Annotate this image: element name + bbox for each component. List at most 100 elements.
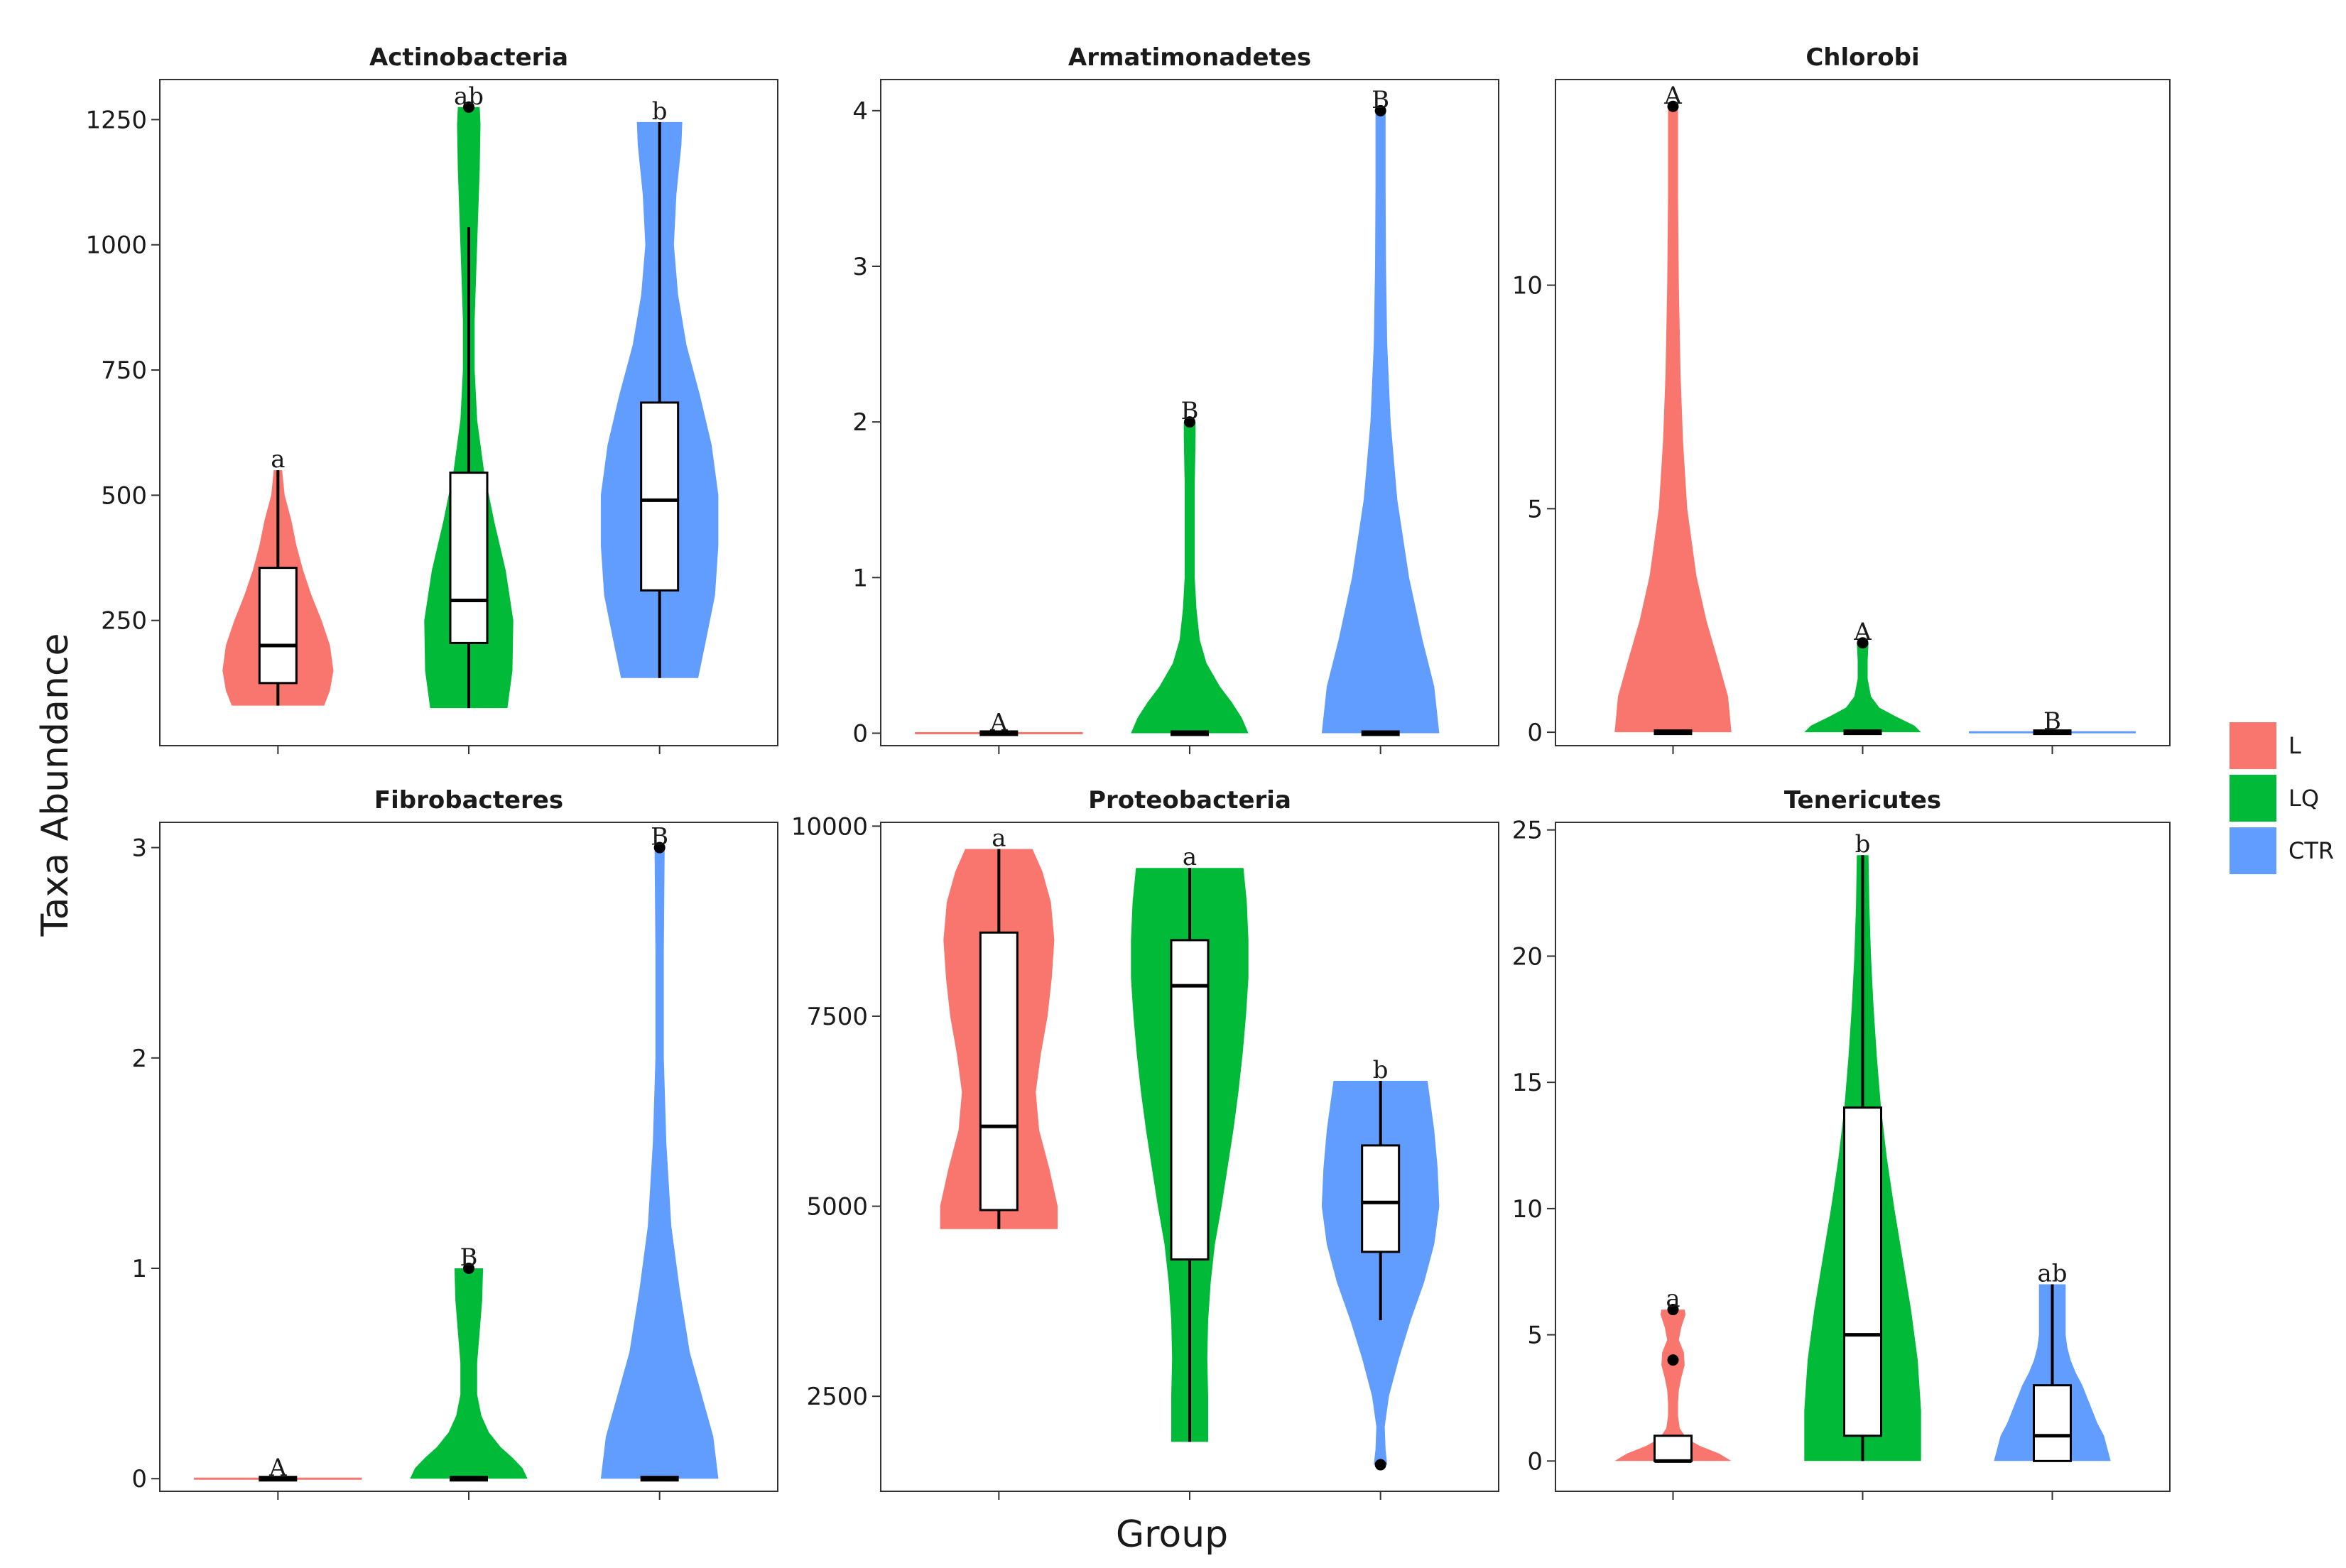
series-lq: ab (424, 82, 514, 709)
outlier-point (463, 101, 474, 113)
panels-layer: Actinobacteria25050075010001250aabbArmat… (85, 43, 2171, 1500)
panel-title: Actinobacteria (369, 43, 568, 72)
y-tick-label: 4 (852, 97, 868, 126)
significance-label: ab (454, 82, 484, 111)
y-tick-label: 3 (852, 253, 868, 281)
significance-label: b (1855, 830, 1871, 859)
panel-chlorobi: Chlorobi 0 5 10 A A B (1512, 43, 2171, 754)
y-tick-label: 10 (1512, 1195, 1543, 1224)
significance-label: A (1663, 82, 1682, 110)
box (2033, 1384, 2072, 1462)
series-lq: a (1131, 843, 1249, 1442)
legend-key-ctr (2228, 826, 2278, 876)
series-l: A (1614, 82, 1732, 736)
legend-label-ctr: CTR (2288, 837, 2334, 864)
box (1843, 1106, 1882, 1437)
violin-l (1614, 106, 1732, 733)
significance-label: ab (2037, 1260, 2067, 1288)
box (1170, 939, 1210, 1261)
panel-title: Tenericutes (1784, 786, 1941, 815)
significance-label: B (1372, 86, 1389, 114)
outlier-point (1667, 1304, 1679, 1316)
y-tick-label: 1 (852, 564, 868, 592)
legend-label-lq: LQ (2288, 785, 2319, 812)
significance-label: b (1373, 1056, 1389, 1084)
y-tick-label: 25 (1512, 817, 1543, 845)
y-tick-label: 1250 (85, 106, 147, 134)
series-l: a (940, 824, 1058, 1229)
panel-title: Chlorobi (1805, 43, 1919, 72)
y-tick-label: 10 (1512, 272, 1543, 300)
y-tick-label: 250 (101, 607, 147, 636)
significance-label: B (2043, 707, 2061, 736)
outlier-point (1374, 1459, 1386, 1471)
violin-l (1614, 1310, 1732, 1461)
box (1653, 1434, 1693, 1462)
series-lq: B (1131, 397, 1249, 736)
significance-label: B (651, 823, 668, 851)
y-tick-label: 2 (852, 408, 868, 437)
significance-label: a (271, 445, 285, 474)
y-tick-label: 5 (1527, 1322, 1543, 1350)
legend: L LQ CTR (2228, 721, 2334, 876)
y-tick-label: 20 (1512, 942, 1543, 971)
y-tick-label: 3 (131, 834, 147, 863)
y-tick-label: 15 (1512, 1069, 1543, 1097)
outlier-point (653, 842, 666, 854)
violin-ctr (600, 847, 719, 1479)
y-tick-label: 0 (131, 1465, 147, 1493)
significance-label: a (992, 824, 1006, 852)
outlier-point (463, 1263, 474, 1274)
y-tick-label: 5 (1527, 495, 1543, 523)
x-axis-title: Group (1116, 1513, 1228, 1556)
series-ctr: b (600, 97, 719, 678)
box (258, 567, 298, 685)
y-tick-label: 500 (101, 481, 147, 510)
series-lq: b (1804, 830, 1921, 1461)
series-l: A (194, 1454, 362, 1482)
significance-label: A (268, 1454, 287, 1482)
violin-ctr (1321, 110, 1440, 734)
y-tick-label: 0 (1527, 719, 1543, 747)
outlier-point (1374, 104, 1386, 116)
y-tick-label: 5000 (806, 1193, 868, 1221)
series-ctr: B (1969, 707, 2136, 736)
significance-label: B (460, 1243, 478, 1272)
legend-key-lq (2228, 773, 2278, 823)
violin-lq (410, 1268, 528, 1479)
y-tick-label: 750 (101, 356, 147, 385)
series-l: a (222, 445, 334, 706)
outlier-point (1184, 416, 1195, 428)
y-tick-label: 7500 (806, 1003, 868, 1031)
panel-armatimonadetes: Armatimonadetes 0 1 2 3 4 A B B (852, 43, 1499, 754)
outlier-point (1667, 100, 1679, 112)
y-tick-label: 2500 (806, 1383, 868, 1411)
legend-key-l (2228, 721, 2278, 771)
box (449, 472, 489, 644)
series-l: a (1614, 1285, 1732, 1463)
outlier-point (1857, 637, 1869, 649)
series-l: A (915, 708, 1083, 736)
legend-label-l: L (2288, 732, 2301, 759)
significance-label: b (652, 97, 668, 126)
panel-proteobacteria: Proteobacteria 2500 5000 7500 10000 a a b (791, 786, 1499, 1500)
series-ctr: B (1321, 86, 1440, 736)
y-tick-label: 0 (852, 719, 868, 748)
panel-fibrobacteres: Fibrobacteres 0 1 2 3 A B B (131, 786, 778, 1500)
box (640, 401, 680, 592)
panel-title: Armatimonadetes (1068, 43, 1311, 72)
series-lq: B (410, 1243, 528, 1482)
series-ctr: ab (1994, 1260, 2111, 1462)
panel-title: Fibrobacteres (374, 786, 563, 815)
series-ctr: B (600, 823, 719, 1482)
box (1361, 1144, 1401, 1253)
y-tick-label: 0 (1527, 1447, 1543, 1476)
series-ctr: b (1321, 1056, 1440, 1471)
significance-label: a (1666, 1285, 1680, 1313)
y-axis-title: Taxa Abundance (34, 633, 77, 937)
significance-label: a (1183, 843, 1197, 871)
y-tick-label: 1000 (85, 232, 147, 260)
violin-lq (1804, 643, 1921, 733)
